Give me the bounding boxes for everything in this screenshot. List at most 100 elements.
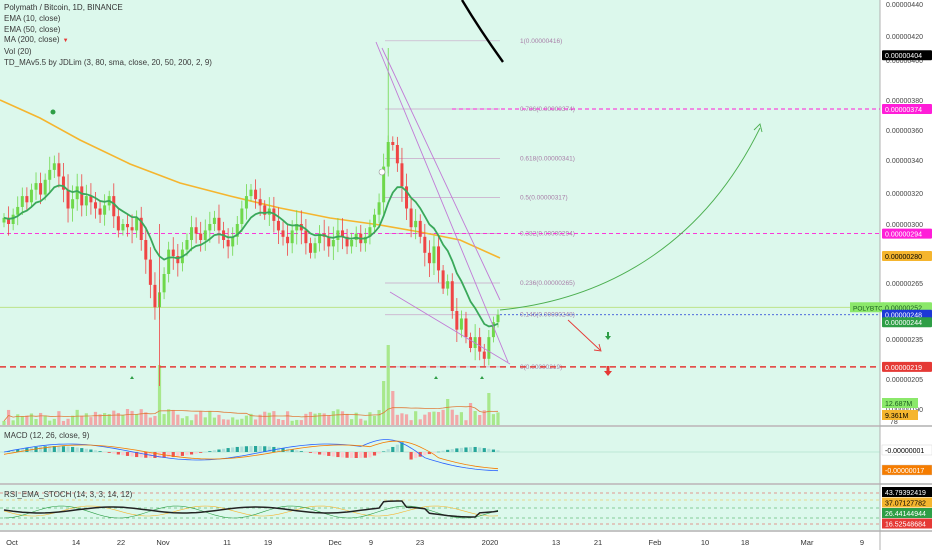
- macd-tag-label: -0.00000001: [885, 448, 924, 455]
- candle-body: [455, 311, 459, 330]
- candle-body: [446, 281, 450, 289]
- ema50-legend[interactable]: EMA (50, close): [4, 24, 61, 34]
- price-tag-label: 0.00000374: [885, 107, 922, 114]
- volume-bar: [167, 409, 171, 425]
- volume-bar: [103, 413, 107, 425]
- volume-bar: [171, 409, 175, 425]
- rsi-legend[interactable]: RSI_EMA_STOCH (14, 3, 3, 14, 12): [4, 490, 133, 499]
- price-tick-label: 0.00000400: [886, 58, 923, 65]
- buy-signal-icon: [480, 376, 484, 379]
- rsi-line: [3, 500, 499, 518]
- volume-bar: [125, 409, 130, 425]
- price-tick-label: 0.00000440: [886, 2, 923, 9]
- candle-body: [2, 217, 6, 223]
- macd-histogram-bar: [16, 449, 20, 452]
- macd-histogram-bar: [226, 448, 230, 452]
- time-tick-label: 18: [741, 538, 749, 547]
- candle-body: [450, 281, 454, 311]
- caret-down-icon[interactable]: ▼: [62, 38, 69, 45]
- ma200-legend-row[interactable]: MA (200, close) ▼: [4, 35, 212, 47]
- volume-legend[interactable]: Vol (20): [4, 47, 32, 57]
- candle-body: [48, 169, 52, 180]
- macd-histogram-bar: [354, 452, 358, 458]
- time-tick-label: 22: [117, 538, 125, 547]
- macd-histogram-bar: [66, 446, 70, 452]
- volume-bar: [148, 417, 152, 425]
- volume-bar: [359, 418, 363, 425]
- time-tick-label: Dec: [328, 538, 342, 547]
- down-arrow-line: [567, 319, 601, 351]
- macd-histogram-bar: [217, 449, 221, 452]
- rsi-stoch-k: [3, 505, 499, 517]
- macd-histogram-bar: [98, 451, 102, 452]
- ema10-legend[interactable]: EMA (10, close): [4, 13, 61, 23]
- macd-histogram-bar: [464, 447, 468, 452]
- macd-histogram-bar: [57, 446, 61, 452]
- macd-legend[interactable]: MACD (12, 26, close, 9): [4, 431, 90, 440]
- macd-histogram-bar: [432, 452, 436, 453]
- volume-bar: [354, 412, 358, 425]
- volume-bar: [318, 412, 322, 425]
- td-indicator-legend[interactable]: TD_MAv5.5 by JDLim (3, 80, sma, close, 2…: [4, 57, 212, 67]
- macd-histogram-bar: [171, 452, 175, 458]
- time-tick-label: Nov: [156, 538, 170, 547]
- volume-bar: [327, 415, 331, 425]
- volume-bar: [372, 415, 377, 425]
- candle-body: [340, 230, 344, 237]
- macd-histogram-bar: [135, 452, 139, 458]
- macd-histogram-bar: [276, 447, 281, 452]
- down-arrow-icon: [604, 366, 612, 376]
- ma200-line: [0, 99, 501, 259]
- candle-body: [167, 249, 171, 274]
- candle-body: [148, 259, 152, 285]
- rsi-tag-label: 26.44144944: [885, 511, 926, 518]
- macd-histogram-bar: [304, 452, 308, 453]
- volume-bar: [16, 414, 20, 425]
- macd-histogram-bar: [194, 452, 198, 454]
- macd-histogram-bar: [340, 452, 345, 458]
- macd-histogram-bar: [235, 446, 239, 452]
- macd-histogram-bar: [199, 452, 203, 453]
- volume-bar: [144, 412, 148, 425]
- volume-bar: [221, 419, 226, 425]
- candle-body: [469, 337, 473, 348]
- macd-histogram-bar: [80, 448, 84, 452]
- candle-body: [29, 189, 33, 203]
- macd-histogram-bar: [253, 446, 258, 452]
- price-tick-label: 0.00000360: [886, 128, 923, 135]
- fib-label: 0.786(0.00000374): [520, 106, 575, 113]
- candle-body: [43, 179, 47, 195]
- volume-bar: [226, 419, 230, 425]
- volume-bar: [336, 409, 340, 425]
- macd-histogram-bar: [89, 449, 93, 452]
- volume-bar: [199, 411, 203, 425]
- fib-label: 0.618(0.00000341): [520, 156, 575, 163]
- candle-body: [98, 208, 102, 215]
- macd-histogram-bar: [121, 452, 125, 456]
- macd-histogram-bar: [71, 446, 75, 452]
- volume-bar: [295, 419, 299, 425]
- volume-bar: [363, 420, 367, 425]
- candle-body: [190, 227, 194, 240]
- candle-body: [377, 202, 381, 215]
- macd-histogram-bar: [391, 446, 395, 452]
- volume-bar: [107, 414, 111, 425]
- macd-histogram-bar: [61, 446, 66, 452]
- volume-bar: [249, 413, 253, 425]
- candle-body: [423, 236, 427, 253]
- candle-body: [395, 145, 399, 164]
- macd-histogram-bar: [336, 452, 340, 458]
- volume-bar: [491, 414, 496, 425]
- candle-body: [153, 284, 157, 308]
- volume-bar: [217, 414, 221, 425]
- candle-body: [171, 249, 175, 256]
- symbol-title[interactable]: Polymath / Bitcoin, 1D, BINANCE: [4, 3, 123, 12]
- buy-signal-icon: [130, 376, 134, 379]
- candle-body: [89, 196, 93, 203]
- time-tick-label: 9: [369, 538, 373, 547]
- volume-tag: [882, 398, 918, 408]
- candle-body: [432, 246, 436, 264]
- candle-body: [487, 337, 491, 359]
